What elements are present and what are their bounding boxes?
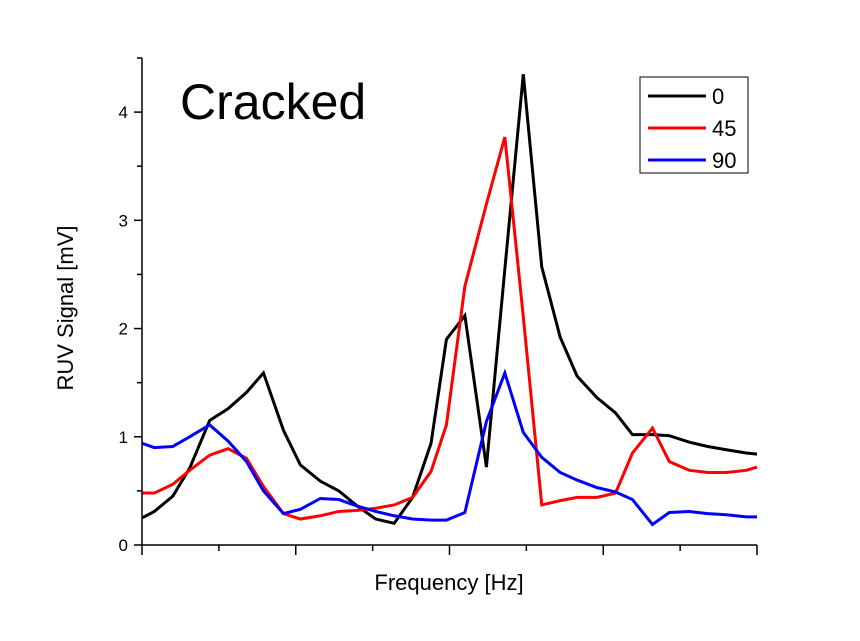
y-axis-label: RUV Signal [mV]	[53, 225, 78, 390]
axes	[134, 57, 758, 555]
series-line-90	[141, 368, 757, 527]
legend-label: 90	[712, 148, 736, 173]
series-line-0	[141, 74, 758, 526]
legend: 0 45 90	[639, 76, 749, 174]
y-tick-label: 1	[119, 428, 128, 447]
legend-label: 0	[712, 84, 724, 109]
y-tick-label: 4	[119, 103, 128, 122]
legend-label: 45	[712, 116, 736, 141]
y-tick-labels: 0 1 2 3 4	[119, 103, 128, 555]
series-line-45	[142, 136, 758, 521]
chart-title: Cracked	[180, 74, 366, 130]
y-tick-label: 3	[119, 211, 128, 230]
y-tick-label: 0	[119, 536, 128, 555]
legend-box	[639, 76, 749, 174]
x-axis-label: Frequency [Hz]	[374, 570, 523, 595]
y-tick-label: 2	[119, 320, 128, 339]
series-lines	[141, 74, 758, 527]
